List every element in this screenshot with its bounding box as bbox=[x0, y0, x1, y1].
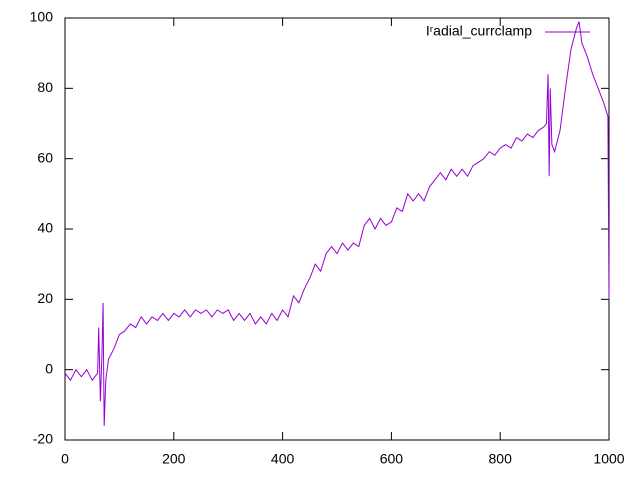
y-tick-label: 60 bbox=[37, 149, 53, 165]
x-tick-label: 600 bbox=[380, 451, 404, 467]
y-tick-label: 20 bbox=[37, 290, 53, 306]
x-tick-label: 1000 bbox=[593, 451, 624, 467]
x-tick-label: 0 bbox=[61, 451, 69, 467]
series-line bbox=[64, 21, 610, 426]
x-tick-label: 800 bbox=[489, 451, 513, 467]
y-tick-label: 80 bbox=[37, 79, 53, 95]
y-tick-label: 40 bbox=[37, 220, 53, 236]
y-tick-label: 100 bbox=[30, 9, 54, 25]
plot-border bbox=[64, 17, 610, 441]
legend-label: Iʳadial_currclamp bbox=[426, 23, 532, 39]
y-tick-label: -20 bbox=[33, 431, 53, 447]
x-tick-label: 200 bbox=[162, 451, 186, 467]
x-tick-label: 400 bbox=[271, 451, 295, 467]
y-tick-label: 0 bbox=[45, 360, 53, 376]
